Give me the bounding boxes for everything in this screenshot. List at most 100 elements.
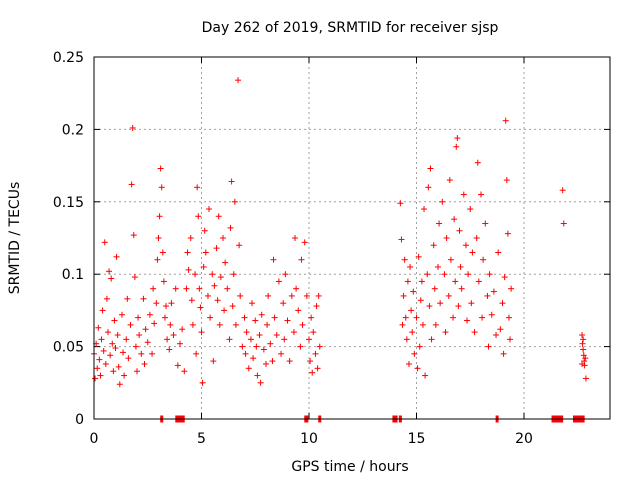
data-point (202, 249, 209, 256)
data-point (439, 198, 446, 205)
data-point (580, 336, 587, 343)
data-point (221, 307, 228, 314)
data-point (273, 332, 280, 339)
data-point (303, 292, 310, 299)
data-point (451, 216, 458, 223)
data-point (457, 263, 464, 270)
data-point (310, 329, 317, 336)
data-point (189, 321, 196, 328)
data-point (224, 285, 231, 292)
data-point (243, 329, 250, 336)
data-point (282, 271, 289, 278)
data-point (192, 271, 199, 278)
data-point (215, 213, 222, 220)
data-point (455, 303, 462, 310)
data-point (471, 329, 478, 336)
data-point (475, 278, 482, 285)
data-point (131, 274, 138, 281)
data-point (199, 379, 206, 386)
data-point (408, 307, 415, 314)
y-axis-label: SRMTID / TECUs (7, 182, 23, 295)
plot-frame (93, 56, 611, 420)
x-tick-label: 10 (300, 431, 318, 447)
data-point (313, 303, 320, 310)
data-point (214, 297, 221, 304)
data-point (241, 314, 248, 321)
data-point (292, 235, 299, 241)
data-point (493, 332, 500, 339)
data-point (235, 77, 242, 84)
data-point (400, 292, 407, 299)
data-point (237, 292, 244, 299)
data-point (129, 124, 136, 131)
data-point (135, 314, 142, 321)
data-point (258, 311, 265, 318)
y-tick-label: 0.1 (62, 267, 84, 283)
data-point (172, 285, 179, 292)
data-point (288, 292, 295, 299)
data-point (462, 242, 469, 249)
data-point (166, 346, 173, 353)
data-point (247, 336, 254, 343)
data-point (467, 206, 474, 213)
data-point (430, 242, 437, 249)
data-point (97, 372, 104, 379)
data-point (107, 352, 114, 359)
data-points (91, 77, 589, 388)
data-point (92, 375, 99, 382)
data-point (113, 253, 120, 260)
data-point (454, 135, 461, 142)
data-point (427, 165, 434, 172)
data-point (442, 329, 449, 336)
data-point (94, 365, 101, 372)
data-point (153, 300, 160, 307)
data-point (98, 336, 105, 343)
data-point (157, 165, 164, 172)
data-point (502, 117, 509, 124)
data-point (426, 303, 433, 310)
data-point (226, 336, 233, 343)
data-point (501, 274, 508, 281)
data-point (415, 253, 422, 260)
data-point (118, 311, 125, 318)
data-point (264, 321, 271, 328)
data-point (227, 224, 234, 231)
data-point (580, 352, 587, 359)
data-point (167, 321, 174, 328)
data-point (505, 314, 512, 321)
data-point (460, 191, 467, 198)
data-point (485, 343, 492, 350)
data-point (499, 300, 506, 307)
data-point (452, 278, 459, 285)
data-point (197, 304, 204, 311)
data-point (275, 278, 282, 285)
data-point (297, 343, 304, 350)
data-point (206, 206, 213, 213)
data-point (207, 314, 214, 321)
data-point (170, 332, 177, 339)
data-point (245, 365, 252, 372)
data-point (260, 346, 267, 353)
data-point (149, 350, 156, 357)
data-point (425, 184, 432, 191)
y-tick-labels: 0 0.05 0.1 0.15 0.2 0.25 (53, 50, 84, 428)
data-point (158, 184, 165, 191)
data-point (151, 320, 158, 327)
data-point (250, 355, 257, 362)
data-point (267, 340, 274, 347)
data-point (441, 271, 448, 278)
data-point (185, 266, 192, 273)
data-point (123, 336, 130, 343)
data-point (142, 326, 149, 333)
data-point (187, 235, 194, 241)
data-point (428, 336, 435, 343)
data-point (156, 213, 163, 220)
data-point (124, 295, 131, 302)
data-point (99, 307, 106, 314)
data-point (210, 358, 217, 365)
data-point (127, 321, 134, 328)
data-point (136, 332, 143, 339)
data-point (228, 178, 235, 185)
data-point (424, 271, 431, 278)
data-point (232, 321, 239, 328)
